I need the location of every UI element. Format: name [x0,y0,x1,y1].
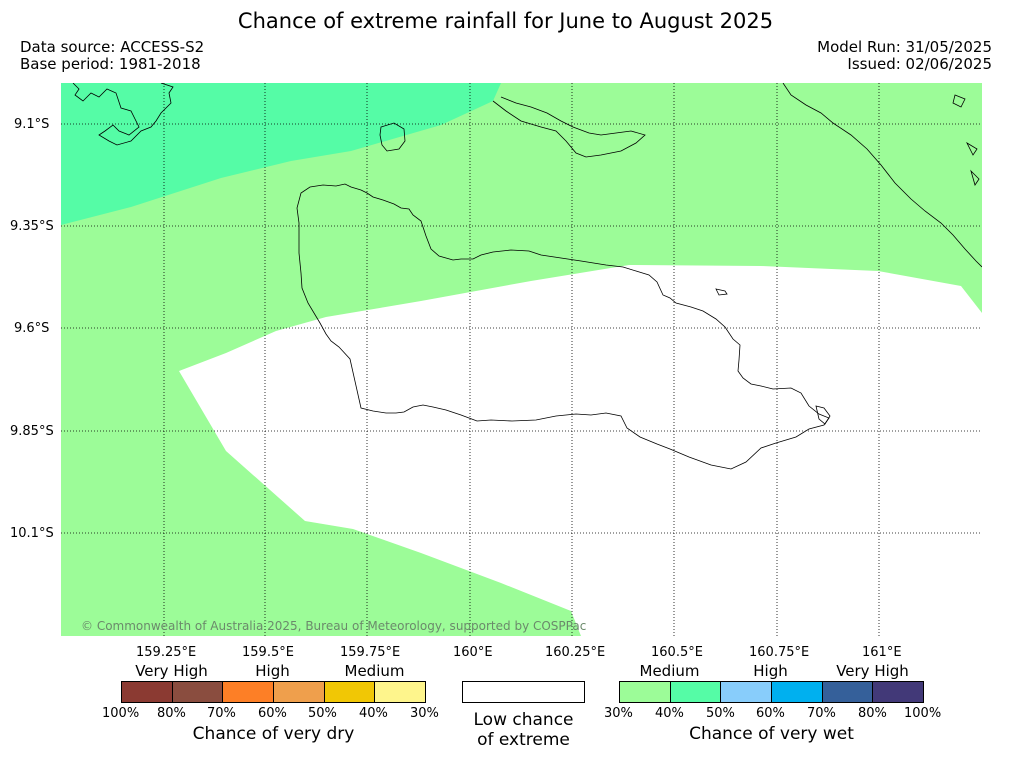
dry-tick: 70% [207,706,236,721]
lat-label: 10.1°S [10,526,54,541]
dry-tick: 50% [308,706,337,721]
wet-swatch [771,682,822,702]
graticule [61,83,982,636]
dry-tick: 30% [410,706,439,721]
wet-category-label: Medium [639,662,700,680]
issued-label: Issued: 02/06/2025 [847,55,992,73]
model-run-label: Model Run: 31/05/2025 [817,38,992,56]
dry-legend-title: Chance of very dry [192,724,355,744]
meta-left: Data source: ACCESS-S2 Base period: 1981… [20,39,204,73]
lon-label: 159.25°E [136,645,197,660]
dry-swatch [222,682,274,702]
lat-label: 9.6°S [14,321,50,336]
wet-swatch [821,682,873,702]
copyright-text: © Commonwealth of Australia 2025, Bureau… [81,619,586,633]
data-source-label: Data source: ACCESS-S2 [20,38,205,56]
north-central-coast [492,96,646,158]
wet-tick: 100% [904,706,942,721]
lon-label: 160°E [453,645,493,660]
lon-label: 160.5°E [651,645,703,660]
north-west-coast [72,83,174,146]
low-chance-label-1: Low chance [473,710,574,730]
lon-label: 161°E [862,645,902,660]
lon-label: 159.5°E [242,645,294,660]
dry-tick: 80% [157,706,186,721]
wet-swatch [720,682,772,702]
lat-label: 9.1°S [14,117,50,132]
low-chance-label-2: of extreme [477,730,570,750]
wet-swatch [669,682,721,702]
wet-tick: 40% [655,706,684,721]
wet-category-label: Very High [836,662,909,680]
dry-tick: 60% [258,706,287,721]
high-wet-region [61,83,501,225]
wet-tick: 60% [756,706,785,721]
low-swatch [463,682,584,702]
dry-swatch [374,682,426,702]
dry-category-label: High [255,662,290,680]
wet-category-label: High [753,662,788,680]
dry-swatch [323,682,375,702]
meta-right: Model Run: 31/05/2025 Issued: 02/06/2025 [817,39,992,73]
wet-tick: 70% [807,706,836,721]
base-period-label: Base period: 1981-2018 [20,55,201,73]
lat-label: 9.35°S [10,219,54,234]
low-chance-region [179,265,982,636]
lon-label: 160.75°E [749,645,810,660]
lat-label: 9.85°S [10,424,54,439]
dry-colorbar [121,681,426,703]
wet-colorbar [619,681,924,703]
dry-category-label: Medium [344,662,405,680]
dry-swatch [122,682,172,702]
dry-tick: 40% [359,706,388,721]
dry-swatch [273,682,324,702]
lon-label: 159.75°E [340,645,401,660]
round-island [379,122,406,152]
wet-tick: 80% [858,706,887,721]
north-east-coast [782,83,982,268]
wet-legend-title: Chance of very wet [689,724,854,744]
dry-swatch [171,682,223,702]
map-title: Chance of extreme rainfall for June to A… [237,9,774,33]
coastlines [72,83,982,470]
wet-tick: 30% [604,706,633,721]
wet-tick: 50% [706,706,735,721]
small-islet [715,288,728,296]
rainfall-map: © Commonwealth of Australia 2025, Bureau… [61,83,982,636]
lon-label: 160.25°E [545,645,606,660]
dry-tick: 100% [102,706,140,721]
north-east-islets [952,94,980,186]
wet-swatch [872,682,924,702]
main-island-coast [296,183,830,470]
wet-swatch [620,682,670,702]
low-chance-swatch [462,681,585,703]
small-island-east [815,405,831,425]
dry-category-label: Very High [135,662,208,680]
